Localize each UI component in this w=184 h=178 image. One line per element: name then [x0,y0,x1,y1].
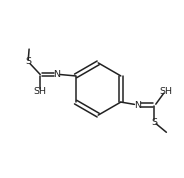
Text: S: S [151,117,157,127]
Text: N: N [54,70,61,79]
Text: S: S [25,57,31,66]
Text: N: N [134,101,141,110]
Text: SH: SH [159,87,172,96]
Text: SH: SH [34,87,47,96]
